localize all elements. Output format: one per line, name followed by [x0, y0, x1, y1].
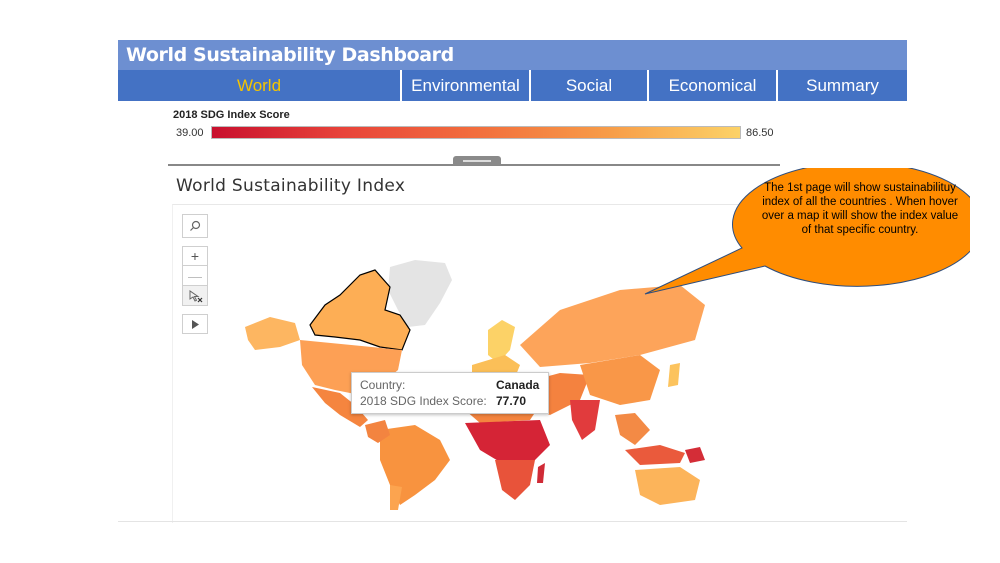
tab-social[interactable]: Social: [531, 70, 649, 101]
country-colombia: [365, 420, 390, 443]
country-argentina: [390, 485, 402, 510]
country-russia: [520, 285, 705, 367]
country-canada: [309, 269, 411, 351]
search-icon: [190, 220, 201, 231]
country-australia: [635, 467, 700, 505]
country-japan: [668, 363, 680, 387]
pan-select-icon: [189, 289, 203, 302]
bottom-divider: [118, 521, 907, 522]
tab-bar: World Environmental Social Economical Su…: [118, 70, 907, 101]
tab-economical[interactable]: Economical: [649, 70, 778, 101]
map-title: World Sustainability Index: [176, 176, 406, 196]
tooltip-score-value: 77.70: [496, 394, 527, 408]
tooltip-country-label: Country:: [360, 378, 406, 392]
color-legend-bar: [211, 126, 741, 139]
tooltip-country-value: Canada: [496, 378, 540, 392]
section-divider: [168, 164, 780, 166]
country-madagascar: [537, 463, 545, 483]
tooltip-score-label: 2018 SDG Index Score:: [360, 394, 487, 408]
country-scandinavia: [488, 320, 515, 363]
country-se-asia: [615, 413, 650, 445]
dashboard-title: World Sustainability Dashboard: [126, 44, 454, 66]
play-icon: [192, 319, 199, 329]
country-alaska: [245, 317, 300, 350]
legend-title: 2018 SDG Index Score: [173, 109, 290, 121]
play-button[interactable]: [182, 314, 208, 334]
pan-select-button[interactable]: [182, 286, 208, 306]
tab-summary[interactable]: Summary: [778, 70, 907, 101]
zoom-out-icon: —: [188, 267, 202, 284]
zoom-out-button[interactable]: —: [182, 266, 208, 286]
map-search-button[interactable]: [182, 214, 208, 238]
country-greenland: [388, 260, 452, 327]
zoom-controls: + —: [182, 246, 208, 306]
country-brazil: [380, 425, 450, 505]
legend-max-value: 86.50: [746, 127, 774, 139]
zoom-in-icon: +: [190, 248, 200, 264]
country-central-africa: [465, 420, 550, 465]
country-china: [580, 355, 660, 405]
country-png: [685, 447, 705, 463]
country-indonesia: [625, 445, 685, 465]
callout-text: The 1st page will show sustainabilituy i…: [761, 182, 959, 236]
country-southern-africa: [495, 460, 535, 500]
world-map[interactable]: [240, 255, 710, 510]
country-mexico: [312, 387, 368, 427]
zoom-in-button[interactable]: +: [182, 246, 208, 266]
tab-world[interactable]: World: [118, 70, 402, 101]
map-tooltip: Country: Canada 2018 SDG Index Score: 77…: [351, 372, 549, 414]
map-panel: [172, 204, 781, 523]
dashboard-title-bar: World Sustainability Dashboard: [118, 40, 907, 70]
country-india: [570, 400, 600, 440]
callout-bubble: [644, 168, 970, 295]
legend-min-value: 39.00: [176, 127, 204, 139]
divider-drag-handle[interactable]: [453, 156, 501, 165]
tab-environmental[interactable]: Environmental: [402, 70, 531, 101]
